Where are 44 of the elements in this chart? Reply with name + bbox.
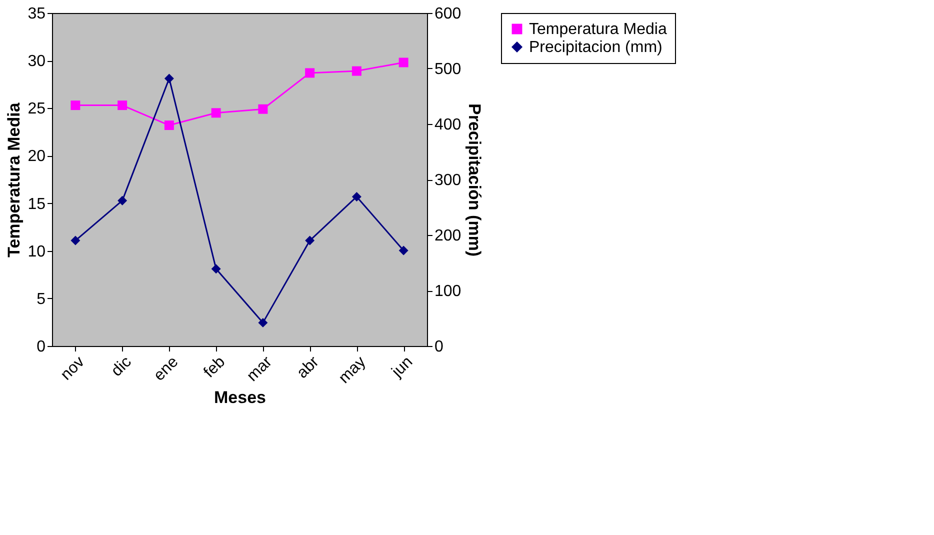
y-tick-label: 30 — [28, 53, 46, 70]
legend-label: Precipitacion (mm) — [529, 39, 662, 56]
y-tick-label: 5 — [36, 290, 46, 308]
x-tick-label: feb — [200, 353, 229, 382]
point — [305, 236, 315, 246]
y-tick-label: 20 — [28, 148, 46, 166]
point — [352, 192, 362, 202]
x-tick-label: mar — [244, 353, 276, 386]
point — [118, 100, 128, 110]
y-axis-title: Temperatura Media — [4, 102, 24, 258]
y2-tick-label: 500 — [434, 61, 462, 78]
x-tick-label: ene — [150, 353, 182, 384]
y-tick-label: 0 — [36, 338, 46, 356]
point — [305, 68, 315, 78]
x-tick-label: may — [336, 354, 370, 387]
y-tick-label: 10 — [28, 243, 46, 260]
y2-tick-label: 0 — [434, 338, 444, 356]
x-tick-label: jun — [388, 354, 416, 382]
point — [70, 236, 80, 246]
y2-tick-label: 300 — [434, 172, 462, 189]
point — [211, 108, 221, 118]
x-tick-label: dic — [108, 354, 135, 380]
y2-tick-label: 100 — [434, 283, 462, 300]
x-tick-label: abr — [294, 353, 323, 382]
y-tick-label: 25 — [28, 100, 46, 118]
point — [398, 58, 408, 68]
point — [398, 246, 408, 256]
x-tick-label: nov — [58, 354, 88, 384]
point — [258, 104, 268, 114]
y2-tick-label: 400 — [434, 116, 462, 134]
point — [118, 196, 128, 206]
legend-label: Temperatura Media — [529, 21, 667, 38]
y-tick-label: 15 — [28, 196, 46, 213]
point — [258, 318, 268, 328]
point — [70, 100, 80, 110]
point — [164, 120, 174, 130]
point — [352, 66, 362, 76]
y2-tick-label: 600 — [434, 6, 462, 22]
x-axis-title: Meses — [214, 388, 266, 408]
y2-tick-label: 200 — [434, 228, 462, 244]
point — [164, 74, 174, 84]
y2-axis-title: Precipitación (mm) — [465, 103, 484, 257]
y-tick-label: 35 — [28, 6, 46, 22]
point — [211, 264, 221, 274]
